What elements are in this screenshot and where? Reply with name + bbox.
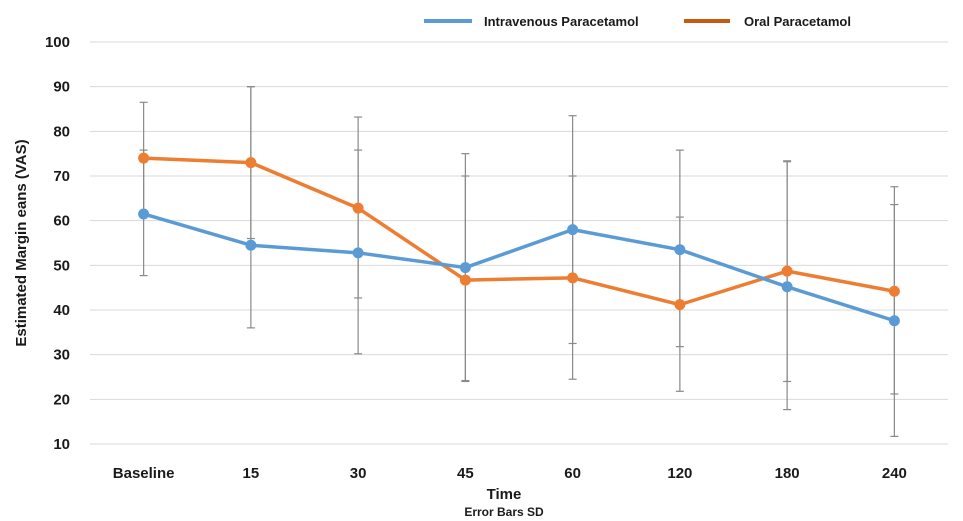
x-tick-label: 240 xyxy=(882,465,907,482)
data-point-oral xyxy=(781,265,793,277)
y-axis-ticks: 10 20 30 40 50 60 70 80 90 100 xyxy=(45,34,70,453)
y-tick-label: 20 xyxy=(53,391,70,408)
legend-label-oral: Oral Paracetamol xyxy=(744,14,851,29)
data-point-oral xyxy=(245,157,257,169)
x-tick-label: 120 xyxy=(667,465,692,482)
x-tick-label: 60 xyxy=(564,465,581,482)
series-line-oral xyxy=(143,156,895,307)
y-tick-label: 80 xyxy=(53,123,70,140)
data-point-intravenous xyxy=(138,208,150,220)
y-tick-label: 90 xyxy=(53,79,70,96)
data-point-intravenous xyxy=(888,315,900,327)
y-tick-label: 40 xyxy=(53,302,70,319)
y-tick-label: 60 xyxy=(53,213,70,230)
series-lines xyxy=(143,156,895,323)
series-line-intravenous xyxy=(143,212,895,323)
x-tick-label: 15 xyxy=(243,465,260,482)
legend: Intravenous Paracetamol Oral Paracetamol xyxy=(424,14,851,29)
y-tick-label: 50 xyxy=(53,257,70,274)
data-point-oral xyxy=(674,299,686,311)
legend-label-intravenous: Intravenous Paracetamol xyxy=(484,14,639,29)
x-axis-title: Time xyxy=(487,486,522,503)
data-point-oral xyxy=(888,285,900,297)
x-tick-label: Baseline xyxy=(113,465,175,482)
gridlines xyxy=(90,41,948,445)
data-point-oral xyxy=(567,272,579,284)
error-bars xyxy=(139,86,899,438)
y-tick-label: 10 xyxy=(53,436,70,453)
data-point-intravenous xyxy=(567,224,579,236)
y-axis-title: Estimated Margin eans (VAS) xyxy=(13,139,30,346)
data-point-intravenous xyxy=(781,281,793,293)
data-point-intravenous xyxy=(352,247,364,259)
x-tick-label: 180 xyxy=(775,465,800,482)
x-axis-subtitle: Error Bars SD xyxy=(464,505,544,519)
x-axis-ticks: Baseline 15 30 45 60 120 180 240 xyxy=(113,465,907,482)
y-tick-label: 70 xyxy=(53,168,70,185)
series-points xyxy=(138,152,900,327)
data-point-intravenous xyxy=(674,244,686,256)
data-point-intravenous xyxy=(245,239,257,251)
x-tick-label: 45 xyxy=(457,465,474,482)
y-tick-label: 30 xyxy=(53,347,70,364)
x-tick-label: 30 xyxy=(350,465,367,482)
data-point-oral xyxy=(138,152,150,164)
data-point-oral xyxy=(459,274,471,286)
y-tick-label: 100 xyxy=(45,34,70,51)
data-point-oral xyxy=(352,202,364,214)
data-point-intravenous xyxy=(459,262,471,274)
